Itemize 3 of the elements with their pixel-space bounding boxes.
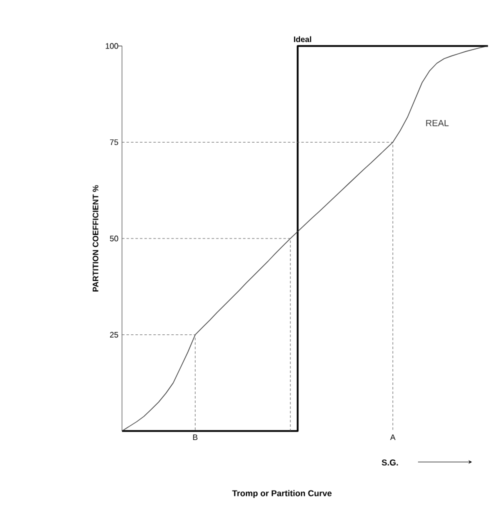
x-axis-title: S.G. <box>382 460 398 466</box>
text: Tromp or Partition Curve <box>232 490 332 498</box>
text: REAL <box>426 120 449 126</box>
